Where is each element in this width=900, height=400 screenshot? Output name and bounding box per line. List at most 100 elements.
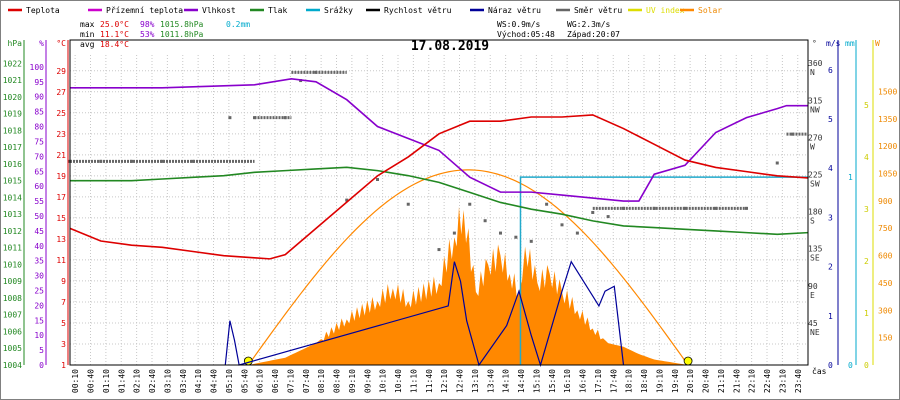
- temp-tick-label: 1: [61, 361, 66, 370]
- temp-tick-label: 15: [56, 214, 66, 223]
- pressure-tick-label: 1005: [3, 344, 22, 353]
- mm-axis-unit: mm: [845, 39, 855, 48]
- stats-avg-label: avg: [80, 40, 95, 49]
- wind-dir-point: [529, 239, 533, 243]
- x-tick-label: 06:10: [256, 369, 265, 393]
- sunset-marker: [683, 356, 693, 366]
- x-tick-label: 21:40: [732, 369, 741, 393]
- humidity-tick-label: 80: [34, 123, 44, 132]
- humidity-tick-label: 30: [34, 272, 44, 281]
- x-tick-label: 06:40: [271, 369, 280, 393]
- dir-tick-deg: 135: [808, 245, 823, 254]
- x-tick-label: 10:10: [379, 369, 388, 393]
- solar-tick-label: 1200: [878, 142, 897, 151]
- legend-label: Směr větru: [574, 6, 622, 15]
- stats-sunset: Západ:20:07: [567, 30, 620, 39]
- wind-dir-point: [376, 177, 379, 181]
- humidity-tick-label: 5: [39, 346, 44, 355]
- x-tick-label: 13:40: [486, 369, 495, 393]
- humidity-tick-label: 75: [34, 137, 44, 146]
- x-tick-label: 17:10: [594, 369, 603, 393]
- ms-tick-label: 0: [828, 361, 833, 370]
- series-temperature: [69, 114, 809, 260]
- stats-min-hum: 53%: [140, 30, 155, 39]
- ms-tick-label: 4: [828, 164, 833, 173]
- legend-label: Tlak: [268, 6, 287, 15]
- x-tick-label: 13:10: [471, 369, 480, 393]
- stats-max-temp: 25.0°C: [100, 20, 129, 29]
- legend-label: Vlhkost: [202, 6, 236, 15]
- uv-tick-label: 4: [864, 153, 869, 162]
- humidity-tick-label: 50: [34, 212, 44, 221]
- pressure-tick-label: 1022: [3, 59, 22, 68]
- temp-axis-unit: °C: [56, 39, 66, 48]
- legend-label: UV index: [646, 6, 685, 15]
- series-gust: [224, 260, 625, 368]
- wind-dir-point: [468, 202, 472, 206]
- humidity-axis-unit: %: [39, 39, 44, 48]
- dir-tick-name: SE: [810, 254, 820, 263]
- solar-tick-label: 750: [878, 224, 893, 233]
- humidity-tick-label: 55: [34, 197, 44, 206]
- wind-dir-point: [483, 219, 487, 223]
- dir-tick-name: E: [810, 291, 815, 300]
- x-tick-label: 18:40: [640, 369, 649, 393]
- x-tick-label: 20:10: [686, 369, 695, 393]
- stats-max-hum: 98%: [140, 20, 155, 29]
- stats-min-press: 1011.8hPa: [160, 30, 204, 39]
- pressure-tick-label: 1016: [3, 160, 22, 169]
- x-tick-label: 02:10: [133, 369, 142, 393]
- uv-axis-unit: W: [875, 39, 880, 48]
- x-tick-label: 17:40: [609, 369, 618, 393]
- dir-tick-deg: 180: [808, 208, 823, 217]
- x-tick-label: 19:40: [671, 369, 680, 393]
- temp-tick-label: 23: [56, 130, 66, 139]
- ms-tick-label: 1: [828, 312, 833, 321]
- humidity-tick-label: 0: [39, 361, 44, 370]
- x-tick-label: 16:40: [579, 369, 588, 393]
- stats-block: max 25.0°C 98% 1015.8hPa 0.2mm min 11.1°C 53% 10…: [80, 20, 620, 49]
- wind-dir-point: [606, 215, 610, 219]
- dir-tick-deg: 225: [808, 170, 823, 179]
- humidity-tick-label: 40: [34, 242, 44, 251]
- uv-tick-label: 2: [864, 257, 869, 266]
- ms-axis-unit: m/s: [826, 39, 841, 48]
- x-tick-label: 05:40: [240, 369, 249, 393]
- x-tick-label: 23:40: [794, 369, 803, 393]
- temp-tick-label: 17: [56, 193, 66, 202]
- x-tick-label: 22:40: [763, 369, 772, 393]
- x-tick-label: 01:40: [117, 369, 126, 393]
- temp-tick-label: 13: [56, 235, 66, 244]
- x-tick-label: 04:40: [210, 369, 219, 393]
- pressure-tick-label: 1014: [3, 193, 22, 202]
- ms-tick-label: 3: [828, 213, 833, 222]
- wind-dir-point: [545, 202, 549, 206]
- pressure-tick-label: 1015: [3, 177, 22, 186]
- wind-dir-point: [452, 231, 456, 235]
- x-tick-label: 21:10: [717, 369, 726, 393]
- x-tick-label: 22:10: [748, 369, 757, 393]
- dir-tick-deg: 315: [808, 96, 823, 105]
- chart-title: 17.08.2019: [411, 39, 489, 54]
- solar-tick-label: 150: [878, 334, 893, 343]
- humidity-tick-label: 35: [34, 257, 44, 266]
- dir-tick-name: NE: [810, 328, 820, 337]
- dir-tick-deg: 360: [808, 59, 823, 68]
- pressure-tick-label: 1017: [3, 143, 22, 152]
- x-tick-label: 03:40: [179, 369, 188, 393]
- wind-dir-point: [499, 231, 502, 235]
- stats-min-temp: 11.1°C: [100, 30, 129, 39]
- legend-label: Rychlost větru: [384, 6, 452, 15]
- pressure-tick-label: 1018: [3, 126, 22, 135]
- temp-tick-label: 11: [56, 256, 66, 265]
- legend: Teplota Přízemní teplota Vlhkost Tlak Srážky…: [8, 6, 722, 15]
- x-tick-label: 16:10: [563, 369, 572, 393]
- stats-max-press: 1015.8hPa: [160, 20, 204, 29]
- solar-tick-label: 900: [878, 197, 893, 206]
- series-solar-clearsky: [247, 169, 689, 366]
- humidity-tick-label: 95: [34, 78, 44, 87]
- humidity-tick-label: 20: [34, 301, 44, 310]
- temp-tick-label: 29: [56, 67, 66, 76]
- uv-tick-label: 0: [864, 361, 869, 370]
